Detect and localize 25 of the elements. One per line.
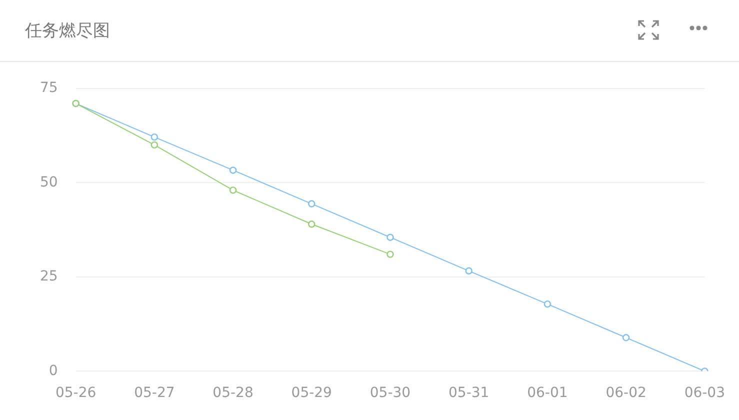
point: [308, 200, 316, 208]
x-tick-label: 06-03: [684, 385, 726, 402]
point: [386, 250, 394, 258]
x-tick-label: 05-29: [291, 385, 332, 402]
point: [465, 267, 472, 274]
y-tick-label: 0: [48, 362, 58, 379]
x-tick-label: 06-02: [606, 385, 646, 402]
y-tick-label: 75: [40, 80, 58, 96]
x-tick-label: 05-26: [55, 385, 96, 402]
x-tick-label: 05-30: [370, 385, 411, 402]
point: [308, 220, 316, 228]
point: [150, 133, 158, 141]
point: [544, 300, 552, 308]
point: [150, 141, 158, 149]
chart-title: 任务燃尽图: [25, 20, 110, 42]
y-tick-label: 25: [40, 268, 58, 285]
point: [229, 186, 237, 194]
x-tick-label: 06-01: [527, 385, 568, 402]
x-tick-label: 05-28: [212, 385, 254, 402]
point: [386, 234, 394, 241]
y-tick-label: 50: [40, 174, 58, 190]
x-tick-label: 05-27: [134, 385, 175, 402]
point: [229, 166, 237, 174]
point: [622, 334, 630, 342]
x-tick-label: 05-31: [448, 385, 490, 402]
